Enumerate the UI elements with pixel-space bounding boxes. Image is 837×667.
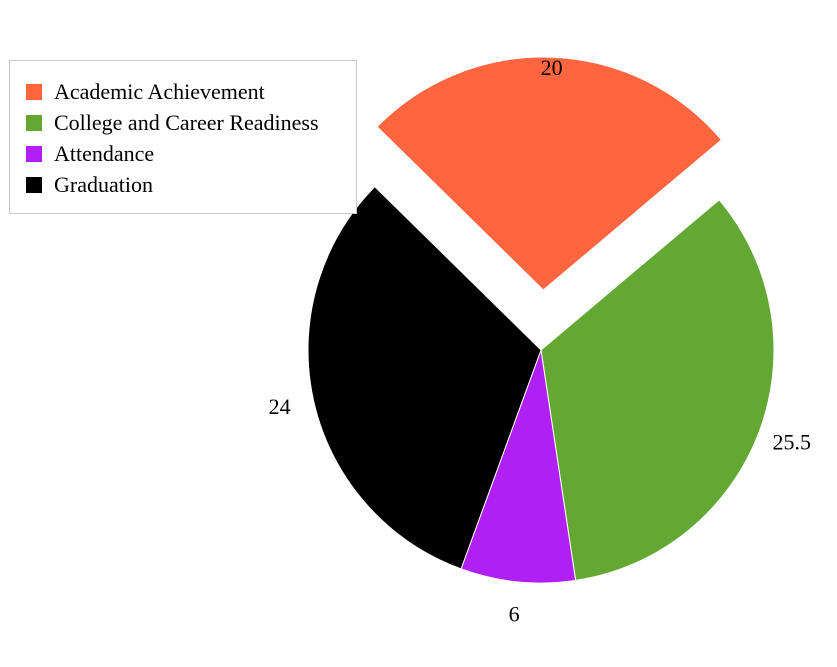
legend-item-attendance: Attendance [26,141,154,167]
legend-label: College and Career Readiness [54,110,319,135]
legend-label: Graduation [54,172,153,197]
pie-slice-attendance [460,349,577,584]
value-labels: 20 25.5 6 24 [269,55,811,626]
value-label-attendance: 6 [509,602,520,627]
value-label-academic-achievement: 20 [541,55,563,80]
legend-item-college-and-career-readiness: College and Career Readiness [26,110,319,136]
pie-slice-academic-achievement [376,56,723,291]
legend-item-academic-achievement: Academic Achievement [26,79,265,105]
legend-swatch-academic-achievement [26,84,42,100]
legend-label: Academic Achievement [54,79,265,104]
pie-slice-graduation [307,185,542,570]
pie-slice-college-and-career-readiness [540,199,775,581]
legend: Academic Achievement College and Career … [9,60,357,214]
legend-swatch-college-and-career-readiness [26,115,42,131]
legend-item-graduation: Graduation [26,172,153,198]
value-label-graduation: 24 [269,394,291,419]
pie-slices [307,56,775,584]
value-label-college-and-career-readiness: 25.5 [773,430,812,455]
legend-swatch-graduation [26,177,42,193]
legend-label: Attendance [54,141,155,166]
legend-swatch-attendance [26,146,42,162]
